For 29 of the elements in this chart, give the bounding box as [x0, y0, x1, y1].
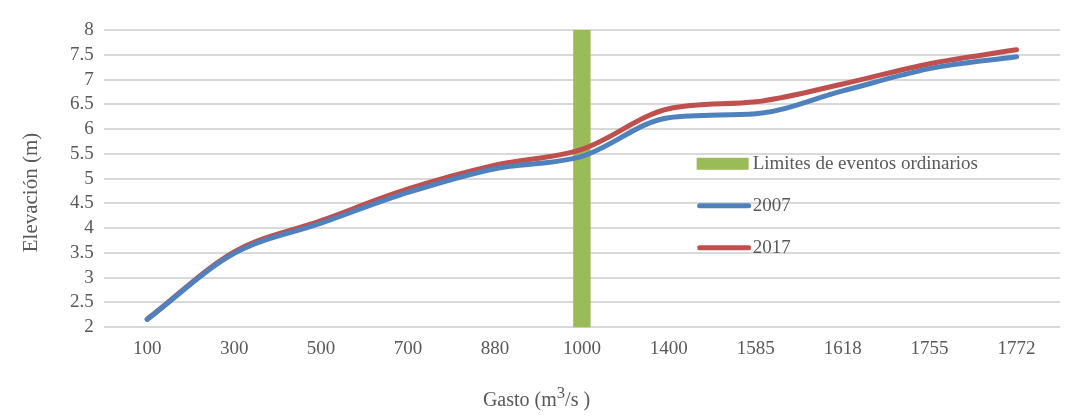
x-axis-title: Gasto (m$^{3}$/s ): [481, 382, 592, 412]
y-tick-label: 6: [84, 117, 94, 139]
y-tick-label: 7: [84, 67, 94, 89]
x-tick-label: 1000: [562, 336, 601, 358]
y-tick-label: 6.5: [70, 92, 94, 114]
y-tick-label: 2: [84, 315, 94, 337]
x-tick-label: 100: [132, 336, 162, 358]
x-tick-label: 1585: [736, 336, 775, 358]
y-tick-label: 5.5: [70, 141, 94, 163]
y-tick-label: 4.5: [70, 191, 94, 213]
x-tick-label: 1618: [823, 336, 862, 358]
legend-label: Limites de eventos ordinarios: [752, 151, 978, 173]
x-tick-label: 880: [480, 336, 510, 358]
x-tick-label: 700: [393, 336, 423, 358]
y-tick-label: 7.5: [70, 42, 94, 64]
legend-label: 2017: [752, 235, 791, 257]
y-tick-label: 2.5: [70, 290, 94, 312]
y-tick-label: 3.5: [70, 240, 94, 262]
y-tick-label: 8: [84, 17, 94, 39]
y-tick-label: 5: [84, 166, 94, 188]
x-tick-label: 1400: [649, 336, 688, 358]
x-tick-label: 500: [306, 336, 336, 358]
y-axis-title: Elevación (m): [17, 131, 43, 255]
x-tick-label: 1772: [997, 336, 1036, 358]
x-tick-label: 300: [219, 336, 249, 358]
y-tick-label: 3: [84, 265, 94, 287]
legend-label: 2007: [752, 193, 791, 215]
y-tick-label: 4: [84, 216, 95, 238]
x-tick-label: 1755: [910, 336, 949, 358]
